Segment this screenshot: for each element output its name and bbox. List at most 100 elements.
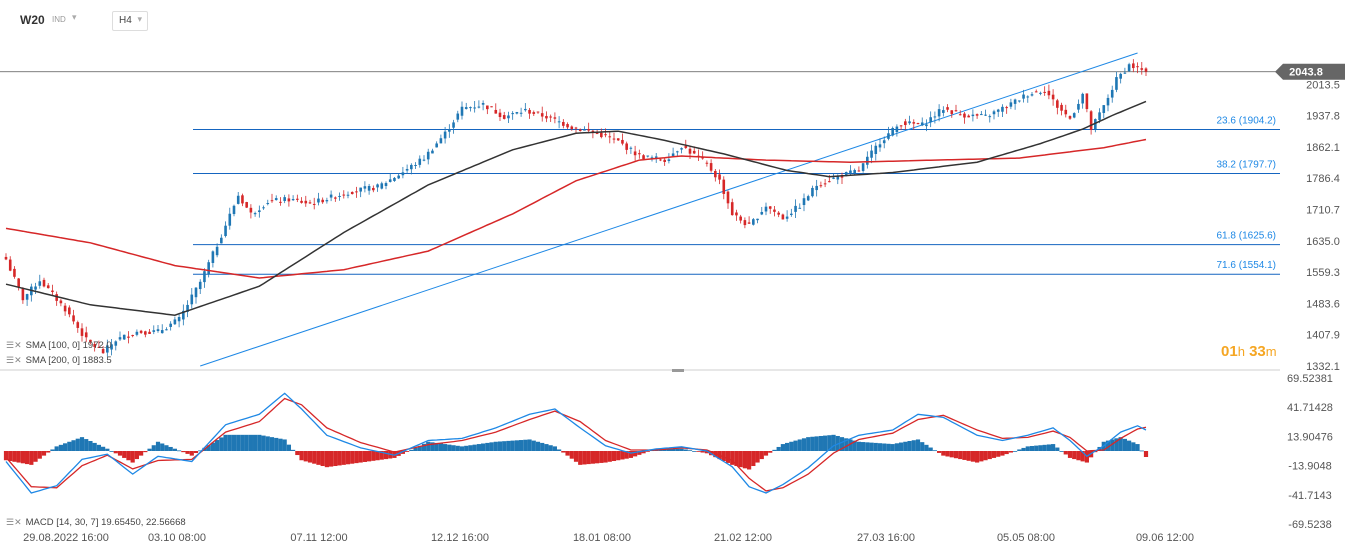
- macd-histogram-bar: [637, 451, 642, 455]
- macd-histogram-bar: [759, 451, 764, 460]
- macd-histogram-bar: [177, 450, 182, 452]
- macd-histogram-bar: [172, 448, 177, 451]
- candle-body: [262, 207, 265, 209]
- candle-body: [431, 150, 434, 154]
- time-axis-tick: 09.06 12:00: [1136, 532, 1194, 544]
- macd-histogram-bar: [278, 438, 283, 451]
- candle-body: [17, 278, 20, 288]
- candle-body: [304, 200, 308, 204]
- candle-body: [498, 112, 502, 117]
- macd-histogram-bar: [455, 445, 460, 451]
- timeframe-select[interactable]: H4 ▾: [112, 11, 148, 31]
- candle-body: [1081, 93, 1084, 104]
- macd-histogram-bar: [303, 451, 308, 462]
- legend-sma100[interactable]: ☰✕ SMA [100, 0] 1972.0: [6, 340, 112, 351]
- candle-body: [629, 147, 633, 149]
- candle-body: [270, 200, 274, 202]
- candle-body: [106, 345, 109, 353]
- candle-body: [76, 322, 80, 328]
- candle-body: [904, 121, 907, 126]
- macd-histogram-bar: [472, 444, 477, 451]
- candle-body: [511, 113, 514, 115]
- macd-histogram-bar: [210, 442, 215, 451]
- macd-histogram-bar: [569, 451, 574, 459]
- candle-body: [1123, 72, 1127, 74]
- price-axis-tick: 1332.1: [1306, 361, 1340, 373]
- candle-body: [486, 105, 489, 110]
- macd-histogram-bar: [675, 448, 680, 451]
- macd-histogram-bar: [801, 438, 807, 451]
- macd-histogram-bar: [523, 439, 528, 452]
- macd-histogram-bar: [937, 451, 942, 453]
- macd-histogram-bar: [320, 451, 325, 467]
- settings-icon[interactable]: ☰✕: [6, 340, 22, 350]
- macd-histogram-bar: [274, 437, 279, 451]
- candle-body: [296, 198, 299, 200]
- candle-body: [1115, 77, 1118, 90]
- macd-histogram-bar: [1127, 440, 1132, 451]
- candle-body: [224, 225, 227, 237]
- trendline: [200, 52, 1138, 367]
- candle-body: [735, 212, 738, 216]
- candle-body: [684, 145, 688, 148]
- candle-body: [367, 185, 371, 191]
- macd-histogram-bar: [692, 451, 697, 452]
- candle-body: [625, 143, 628, 150]
- candle-body: [616, 138, 620, 141]
- macd-histogram-bar: [1008, 451, 1013, 453]
- macd-histogram-bar: [814, 436, 819, 451]
- candle-body: [608, 136, 612, 138]
- time-axis-tick: 29.08.2022 16:00: [23, 532, 109, 544]
- candle-body: [726, 191, 730, 204]
- candle-body: [182, 310, 185, 320]
- candle-body: [1064, 109, 1068, 115]
- macd-histogram-bar: [886, 443, 891, 451]
- macd-histogram-bar: [510, 440, 515, 451]
- legend-sma200[interactable]: ☰✕ SMA [200, 0] 1883.5: [6, 355, 112, 366]
- macd-histogram-bar: [113, 451, 118, 454]
- macd-histogram-bar: [109, 451, 114, 452]
- candle-body: [823, 183, 827, 185]
- macd-histogram-bar: [198, 450, 203, 452]
- macd-histogram-bar: [962, 451, 967, 460]
- macd-histogram-bar: [831, 434, 836, 452]
- candle-body: [139, 330, 143, 333]
- macd-histogram-bar: [502, 441, 507, 451]
- macd-histogram-bar: [253, 434, 258, 452]
- macd-histogram-bar: [514, 440, 519, 451]
- macd-histogram-bar: [223, 434, 228, 452]
- candle-body: [122, 334, 126, 340]
- candle-body: [540, 113, 544, 117]
- symbol-dropdown-icon[interactable]: ▾: [72, 12, 77, 22]
- macd-histogram-bar: [818, 435, 823, 452]
- candle-body: [882, 140, 886, 144]
- macd-histogram-bar: [46, 451, 51, 453]
- macd-histogram-bar: [324, 451, 329, 468]
- candle-body: [148, 331, 151, 334]
- macd-histogram-bar: [295, 451, 300, 456]
- macd-histogram-bar: [489, 442, 494, 451]
- legend-macd[interactable]: ☰✕ MACD [14, 30, 7] 19.65450, 22.56668: [6, 517, 186, 528]
- macd-axis-tick: 13.90476: [1287, 431, 1333, 443]
- candle-body: [51, 290, 54, 293]
- candle-body: [363, 186, 367, 189]
- settings-icon[interactable]: ☰✕: [6, 355, 22, 365]
- macd-histogram-bar: [265, 436, 270, 451]
- candle-body: [1136, 66, 1139, 68]
- macd-histogram-bar: [147, 448, 152, 451]
- macd-histogram-bar: [624, 451, 629, 459]
- candle-body: [46, 285, 50, 289]
- symbol-label[interactable]: W20: [20, 13, 45, 27]
- candle-body: [722, 179, 726, 194]
- candle-body: [114, 341, 118, 346]
- candle-body: [160, 330, 164, 334]
- time-axis-tick: 03.10 08:00: [148, 532, 206, 544]
- candle-body: [443, 131, 447, 139]
- macd-axis-tick: -69.5238: [1288, 519, 1331, 531]
- settings-icon[interactable]: ☰✕: [6, 517, 22, 527]
- macd-histogram-bar: [920, 442, 925, 452]
- candle-body: [8, 259, 12, 271]
- candle-body: [253, 213, 257, 215]
- candle-body: [156, 329, 160, 332]
